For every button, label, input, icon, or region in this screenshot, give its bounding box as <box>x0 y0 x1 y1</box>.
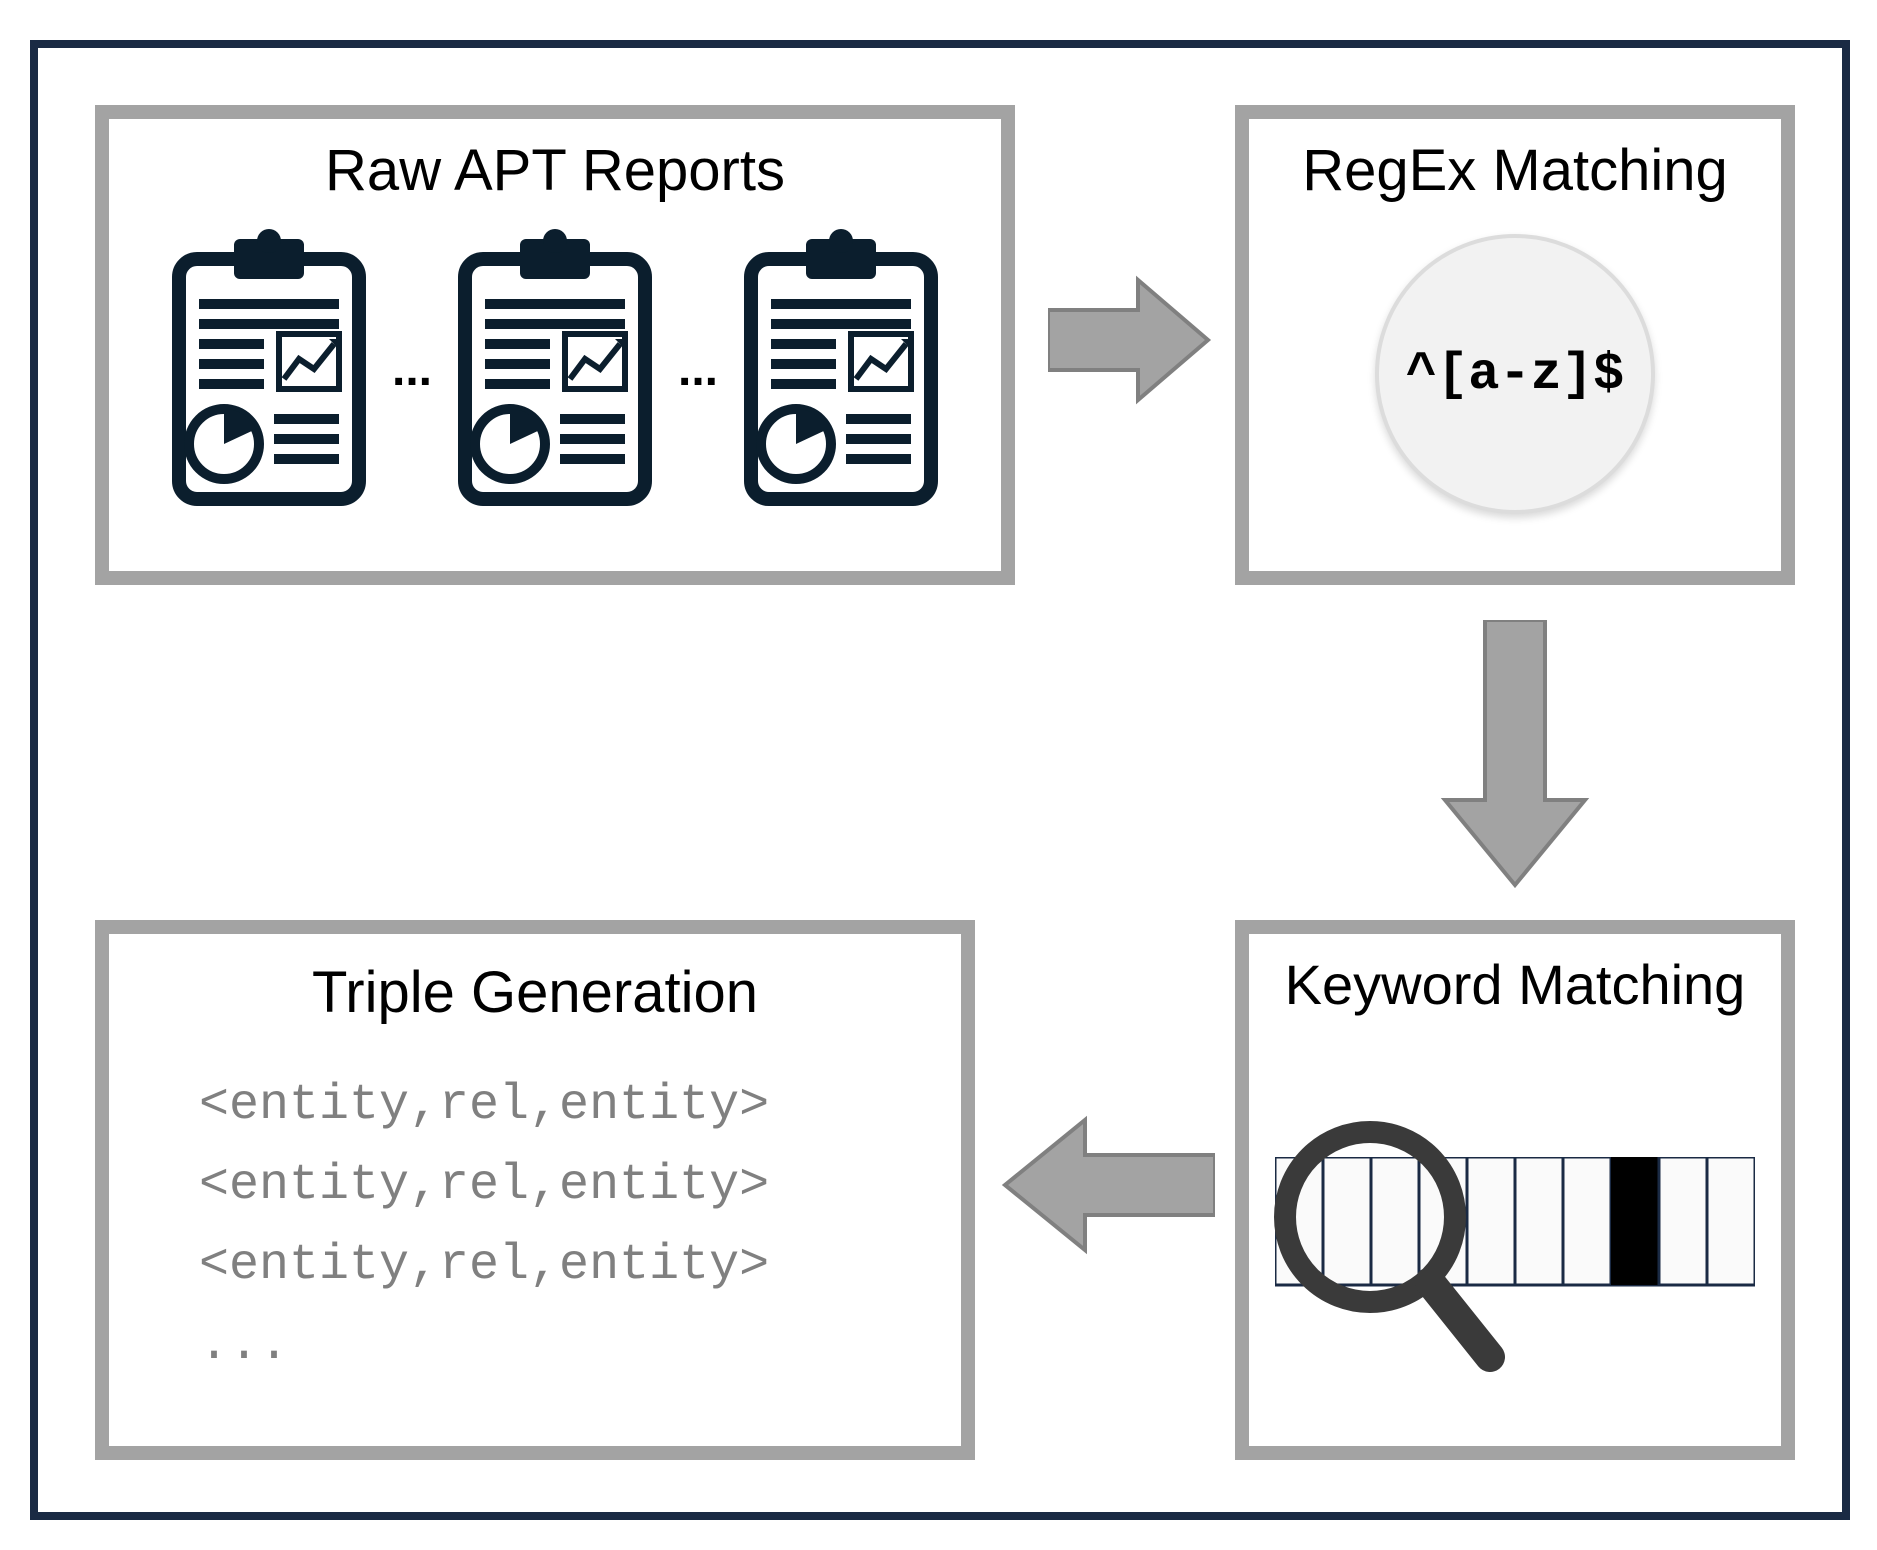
triple-line: ... <box>199 1306 961 1386</box>
arrow-left-icon <box>1000 1105 1215 1265</box>
triple-line: <entity,rel,entity> <box>199 1146 961 1226</box>
ellipsis-icon: ... <box>678 342 718 397</box>
box-keyword-matching: Keyword Matching <box>1235 920 1795 1460</box>
clipboard-icon <box>736 229 946 509</box>
keyword-title: Keyword Matching <box>1249 952 1781 1017</box>
triple-line: <entity,rel,entity> <box>199 1066 961 1146</box>
regex-circle-icon: ^[a-z]$ <box>1375 234 1655 514</box>
arrow-down-icon <box>1430 620 1600 895</box>
clipboard-row: ... ... <box>109 229 1001 509</box>
clipboard-icon <box>164 229 374 509</box>
box-triple-generation: Triple Generation <entity,rel,entity> <e… <box>95 920 975 1460</box>
magnifier-icon <box>1265 1097 1505 1377</box>
ellipsis-icon: ... <box>392 342 432 397</box>
keyword-barcode-area <box>1275 1097 1755 1357</box>
arrow-right-icon <box>1048 265 1213 415</box>
triple-line: <entity,rel,entity> <box>199 1226 961 1306</box>
triple-title: Triple Generation <box>109 959 961 1026</box>
clipboard-icon <box>450 229 660 509</box>
box-raw-apt-reports: Raw APT Reports ... <box>95 105 1015 585</box>
box-regex-matching: RegEx Matching ^[a-z]$ <box>1235 105 1795 585</box>
regex-pattern-text: ^[a-z]$ <box>1406 345 1624 404</box>
triple-lines: <entity,rel,entity> <entity,rel,entity> … <box>199 1066 961 1386</box>
regex-title: RegEx Matching <box>1249 137 1781 204</box>
raw-apt-title: Raw APT Reports <box>109 137 1001 204</box>
